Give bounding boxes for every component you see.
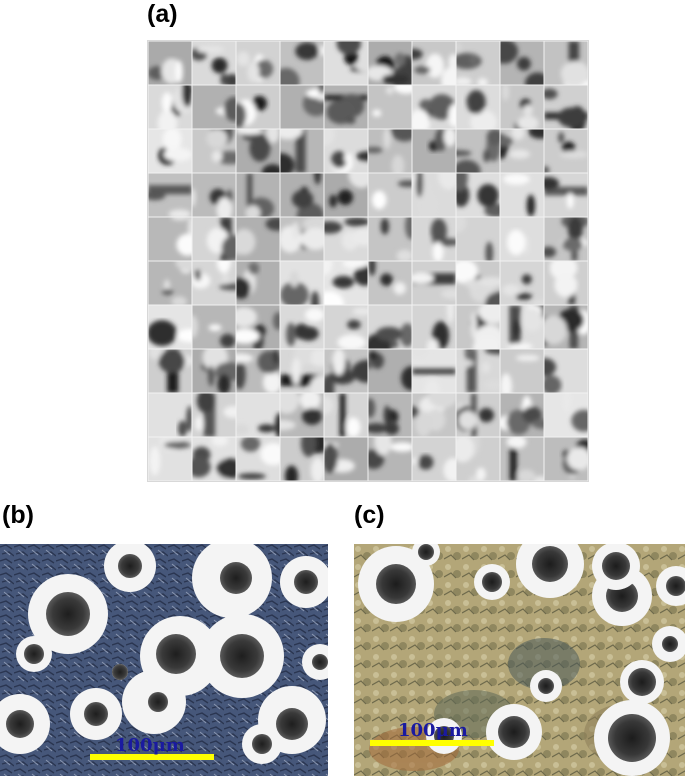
filter-grid-image xyxy=(147,40,589,482)
panel-a-label: (a) xyxy=(147,0,178,28)
micrograph-b-image xyxy=(0,544,328,776)
scale-bar-b xyxy=(90,754,214,760)
micrograph-c-image xyxy=(354,544,685,776)
panel-c-label: (c) xyxy=(354,501,385,529)
scale-label-b: 100μm xyxy=(115,735,185,756)
panel-b-label: (b) xyxy=(2,501,34,529)
scale-bar-c xyxy=(370,740,494,746)
scale-label-c: 100μm xyxy=(398,720,468,741)
